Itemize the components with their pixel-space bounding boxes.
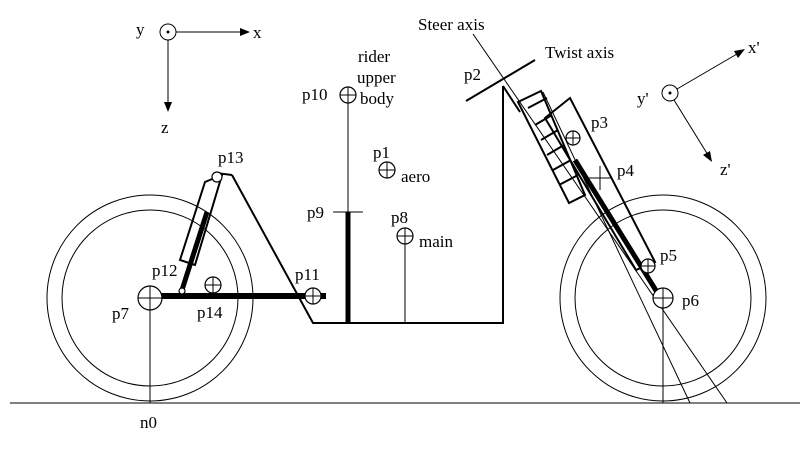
main-frame	[231, 86, 504, 324]
marker-p4	[588, 166, 612, 190]
rear-shock-body	[178, 173, 224, 267]
label-p11: p11	[295, 265, 320, 284]
label-p14: p14	[197, 303, 223, 322]
twist-axis-line	[542, 91, 691, 404]
label-p3: p3	[591, 113, 608, 132]
label-p13: p13	[218, 148, 244, 167]
marker-p11	[304, 287, 322, 305]
steer-frame: x' y' z'	[637, 38, 760, 179]
marker-p8	[396, 227, 414, 245]
marker-p10	[339, 86, 357, 104]
marker-p5	[640, 258, 656, 274]
marker-p1	[378, 161, 396, 179]
global-z-label: z	[161, 118, 169, 137]
fork-upper-tube	[543, 96, 657, 272]
label-p9: p9	[307, 203, 324, 222]
label-rider-1: rider	[358, 47, 390, 66]
steer-axis-label: Steer axis	[418, 15, 485, 34]
label-n0: n0	[140, 413, 157, 432]
p13-pivot	[211, 171, 223, 183]
handlebar	[465, 59, 536, 102]
label-p7: p7	[112, 304, 130, 323]
label-rider-2: upper	[357, 68, 396, 87]
marker-p14	[204, 276, 222, 294]
label-p8: p8	[391, 208, 408, 227]
label-p4: p4	[617, 161, 635, 180]
label-rider-3: body	[360, 89, 395, 108]
label-p12: p12	[152, 261, 178, 280]
steering-head	[516, 89, 587, 205]
label-p2: p2	[464, 65, 481, 84]
marker-p6	[652, 287, 674, 309]
p12-pivot	[178, 287, 186, 295]
label-p5: p5	[660, 246, 677, 265]
steer-head	[502, 85, 521, 113]
global-x-label: x	[253, 23, 262, 42]
steer-y-label: y'	[637, 89, 649, 108]
label-p10: p10	[302, 85, 328, 104]
fork-stanchion	[572, 158, 668, 307]
twist-axis-label: Twist axis	[545, 43, 614, 62]
marker-p7	[137, 285, 163, 311]
label-main: main	[419, 232, 453, 251]
label-p6: p6	[682, 291, 699, 310]
global-y-label: y	[136, 20, 145, 39]
rear-shock-rod	[179, 211, 210, 291]
label-p1: p1	[373, 143, 390, 162]
marker-p3	[565, 130, 581, 146]
steer-x-label: x'	[748, 38, 760, 57]
steer-axis-line	[472, 33, 728, 404]
label-aero: aero	[401, 167, 430, 186]
global-frame: x y z	[136, 20, 262, 137]
steer-z-label: z'	[720, 160, 731, 179]
